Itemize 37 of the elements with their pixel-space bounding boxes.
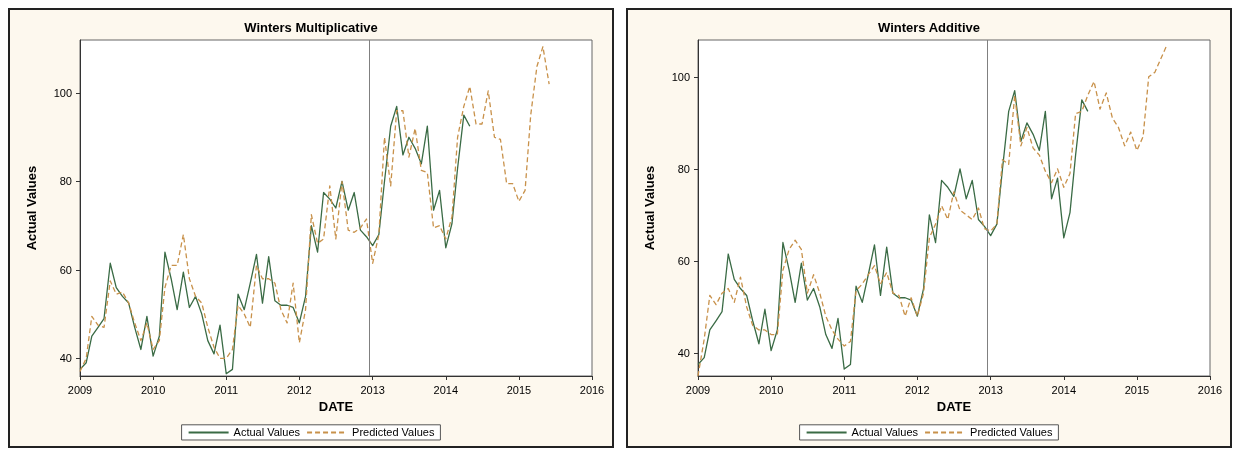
x-tick-label: 2010: [140, 383, 166, 396]
y-tick-label: 60: [59, 263, 72, 276]
legend-label: Actual Values: [233, 426, 301, 439]
y-tick-label: 100: [53, 87, 72, 100]
legend-label: Predicted Values: [352, 426, 435, 439]
y-tick-label: 40: [677, 346, 690, 359]
x-tick-label: 2015: [1124, 383, 1150, 396]
x-tick-label: 2011: [214, 383, 239, 396]
x-tick-label: 2009: [685, 383, 711, 396]
x-tick-label: 2016: [1197, 383, 1223, 396]
chart-title: Winters Additive: [878, 20, 980, 35]
line-series: [79, 45, 550, 373]
y-tick-label: 60: [677, 254, 690, 267]
legend-label: Predicted Values: [970, 426, 1053, 439]
x-tick-label: 2013: [360, 383, 385, 396]
x-axis-title: DATE: [936, 399, 972, 414]
y-tick-label: 40: [59, 352, 72, 365]
x-tick-label: 2012: [287, 383, 312, 396]
line-series: [697, 89, 1089, 370]
y-tick-label: 80: [59, 175, 72, 188]
x-axis-title: DATE: [318, 399, 354, 414]
x-tick-label: 2012: [905, 383, 930, 396]
x-tick-label: 2010: [758, 383, 784, 396]
x-tick-label: 2011: [832, 383, 857, 396]
x-tick-label: 2009: [67, 383, 93, 396]
y-tick-label: 80: [677, 162, 690, 175]
y-tick-label: 100: [671, 70, 690, 83]
chart-title: Winters Multiplicative: [244, 20, 378, 35]
x-tick-label: 2016: [579, 383, 605, 396]
x-tick-label: 2014: [1051, 383, 1077, 396]
y-axis-title: Actual Values: [24, 165, 39, 251]
y-axis-title: Actual Values: [642, 165, 657, 251]
line-series: [79, 105, 471, 375]
x-tick-label: 2013: [978, 383, 1003, 396]
legend-label: Actual Values: [851, 426, 919, 439]
x-tick-label: 2015: [506, 383, 532, 396]
x-tick-label: 2014: [433, 383, 459, 396]
